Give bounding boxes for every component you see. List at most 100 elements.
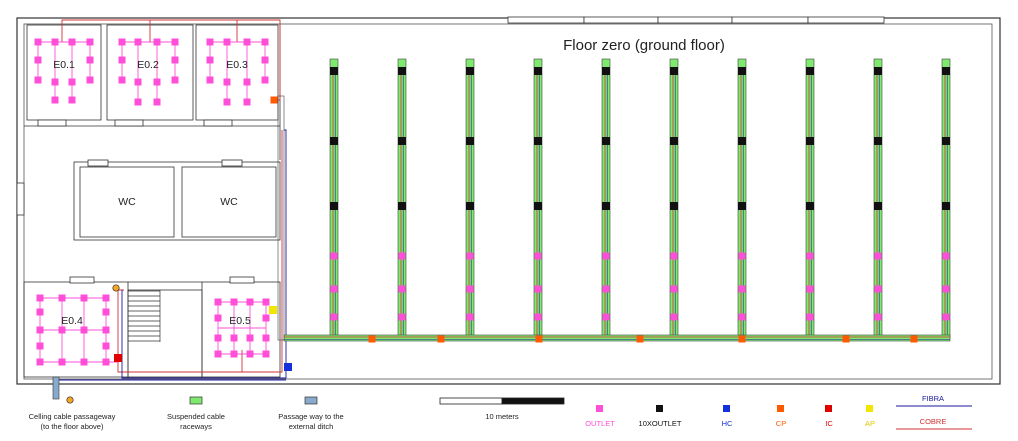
- outlet10-mark: [534, 202, 542, 210]
- outlet-mark: [670, 252, 678, 260]
- room-outlet-mark: [153, 38, 161, 46]
- outlet-mark: [534, 252, 542, 260]
- outlet10-mark: [738, 202, 746, 210]
- room-outlet-mark: [243, 38, 251, 46]
- room-outlet-mark: [80, 358, 88, 366]
- outlet10-mark: [398, 137, 406, 145]
- outlet-mark: [738, 252, 746, 260]
- raceway-riser: [277, 95, 285, 341]
- outlet-mark: [398, 285, 406, 293]
- cp-mark: [636, 335, 644, 343]
- outlet10-mark: [330, 202, 338, 210]
- room-outlet-mark: [34, 76, 42, 84]
- room-outlet-mark: [86, 56, 94, 64]
- room-outlet-mark: [261, 38, 269, 46]
- hc-mark: [284, 363, 292, 371]
- outlet10-mark: [534, 67, 542, 75]
- room-outlet-mark: [214, 350, 222, 358]
- cp-legend-icon: [777, 405, 784, 412]
- room-outlet-mark: [261, 56, 269, 64]
- upper-rooms: [24, 24, 281, 160]
- legend-ceiling-passage-1: Celling cable passageway: [29, 412, 116, 421]
- outlet10-mark: [670, 202, 678, 210]
- legend: Celling cable passageway (to the floor a…: [29, 394, 972, 431]
- room-outlet-mark: [80, 294, 88, 302]
- outlet10-mark: [806, 202, 814, 210]
- outlet10-mark: [330, 137, 338, 145]
- ceiling-passage-icon: [66, 396, 74, 404]
- room-outlet-mark: [206, 76, 214, 84]
- ditch-passage-mark: [52, 376, 60, 400]
- room-outlet-mark: [214, 298, 222, 306]
- outlet10-mark: [602, 137, 610, 145]
- room-label-wc1: WC: [118, 196, 136, 208]
- outlet-mark: [806, 313, 814, 321]
- outlet-mark: [330, 313, 338, 321]
- room-outlet-mark: [51, 38, 59, 46]
- room-outlet-mark: [223, 78, 231, 86]
- raceway-column-3: [465, 58, 475, 339]
- ap-legend-icon: [866, 405, 873, 412]
- room-label-e04: E0.4: [61, 315, 83, 327]
- cp-mark: [368, 335, 376, 343]
- room-outlet-mark: [153, 98, 161, 106]
- outlet-mark: [806, 285, 814, 293]
- room-outlet-mark: [102, 342, 110, 350]
- outlet10-mark: [670, 137, 678, 145]
- legend-outlet10: 10XOUTLET: [639, 419, 682, 428]
- room-outlet-mark: [134, 78, 142, 86]
- room-outlet-mark: [58, 326, 66, 334]
- outlet10-mark: [874, 137, 882, 145]
- outlet-mark: [602, 313, 610, 321]
- room-outlet-mark: [51, 96, 59, 104]
- raceway-column-7: [737, 58, 747, 339]
- cp-mark: [437, 335, 445, 343]
- room-outlet-mark: [102, 326, 110, 334]
- outlet-mark: [670, 285, 678, 293]
- outlet-mark: [466, 252, 474, 260]
- ic-legend-icon: [825, 405, 832, 412]
- outlet10-mark: [466, 67, 474, 75]
- cp-mark: [270, 96, 278, 104]
- legend-ditch-2: external ditch: [289, 422, 334, 431]
- raceway-column-8: [805, 58, 815, 339]
- raceway-legend-icon: [189, 396, 203, 405]
- wc-block: [73, 159, 281, 241]
- room-outlet-mark: [36, 342, 44, 350]
- building-inner-wall: [23, 23, 993, 380]
- scale-bar-black: [501, 397, 565, 405]
- raceway-column-6: [669, 58, 679, 339]
- ic-mark: [114, 354, 122, 362]
- raceway-feeder: [283, 334, 951, 342]
- raceway-column-2: [397, 58, 407, 339]
- outlet-mark: [942, 285, 950, 293]
- legend-outlet: OUTLET: [585, 419, 615, 428]
- outlet-mark: [534, 285, 542, 293]
- room-outlet-mark: [86, 76, 94, 84]
- room-outlet-mark: [223, 38, 231, 46]
- room-outlet-mark: [206, 56, 214, 64]
- room-outlet-mark: [262, 350, 270, 358]
- hc-legend-icon: [723, 405, 730, 412]
- marks-layer: [34, 38, 951, 400]
- legend-ap: AP: [865, 419, 875, 428]
- room-outlet-mark: [246, 350, 254, 358]
- cp-mark: [910, 335, 918, 343]
- room-outlet-mark: [36, 294, 44, 302]
- room-outlet-mark: [214, 314, 222, 322]
- room-outlet-mark: [230, 298, 238, 306]
- outlet10-mark: [942, 67, 950, 75]
- outlet-mark: [602, 285, 610, 293]
- ditch-passage-icon: [304, 396, 318, 405]
- legend-raceways-1: Suspended cable: [167, 412, 225, 421]
- outlet-mark: [738, 285, 746, 293]
- left-door: [16, 182, 25, 216]
- outlet-mark: [670, 313, 678, 321]
- room-outlet-mark: [34, 38, 42, 46]
- room-outlet-mark: [171, 56, 179, 64]
- outlet-mark: [874, 285, 882, 293]
- room-wiring: [37, 41, 267, 363]
- room-outlet-mark: [102, 308, 110, 316]
- legend-ic: IC: [825, 419, 833, 428]
- room-outlet-mark: [262, 314, 270, 322]
